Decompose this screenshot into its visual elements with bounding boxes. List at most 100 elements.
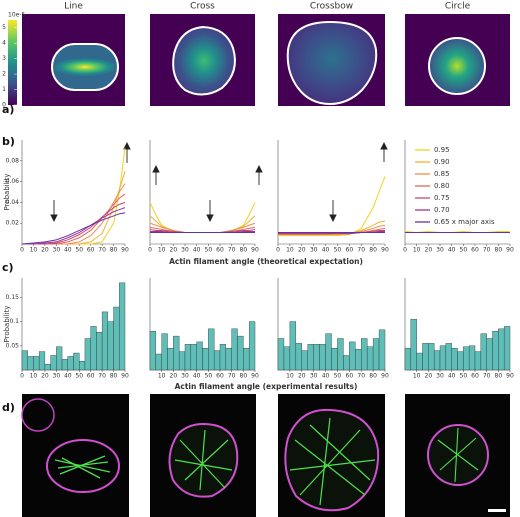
x-tick-label: 90 (121, 373, 129, 380)
x-tick-label: 90 (506, 373, 514, 380)
bar (119, 282, 126, 371)
x-tick-label: 30 (53, 373, 61, 380)
bar (243, 348, 250, 371)
x-tick-label: 20 (41, 373, 49, 380)
y-tick-label: 0.15 (6, 294, 20, 301)
x-tick-label: 60 (216, 373, 224, 380)
x-tick-label: 50 (334, 247, 342, 254)
bar (498, 328, 505, 371)
bar (433, 350, 441, 371)
axis (277, 140, 385, 245)
x-tick-label: 40 (64, 247, 72, 254)
colorbar-tick-label: 2 (2, 71, 6, 78)
bar (50, 355, 57, 371)
x-tick-label: 40 (448, 373, 456, 380)
bar (155, 353, 162, 371)
bar (44, 363, 51, 371)
bar (96, 332, 103, 371)
bar (56, 346, 63, 371)
bar (343, 355, 350, 371)
x-tick-label: 90 (381, 373, 389, 380)
y-tick-label: 0.02 (6, 220, 20, 227)
x-tick-label: 10 (286, 247, 294, 254)
colorbar-tick-label: 4 (2, 40, 6, 47)
x-tick-label: 10 (413, 373, 421, 380)
panel-label: c) (2, 261, 14, 274)
x-tick-label: 90 (381, 247, 389, 254)
bar (463, 346, 470, 371)
colorbar-tick-label: 1 (2, 86, 6, 93)
legend-label: 0.85 (434, 170, 450, 178)
bar (101, 311, 109, 371)
panel-label: b) (2, 135, 15, 148)
x-tick-label: 10 (30, 373, 38, 380)
bar (422, 343, 429, 371)
bar (208, 328, 215, 371)
bar (474, 351, 482, 371)
legend-label: 0.75 (434, 194, 450, 202)
bar (33, 356, 40, 371)
x-tick-label: 70 (228, 247, 236, 254)
x-tick-label: 20 (170, 373, 178, 380)
axis (21, 140, 125, 245)
colorbar-tick-label: 5 (2, 24, 6, 31)
x-tick-label: 30 (310, 247, 318, 254)
series-line (22, 148, 126, 245)
bar (219, 344, 227, 371)
series-line (278, 176, 386, 237)
bar (451, 348, 458, 371)
bar (349, 341, 356, 371)
bar (149, 331, 157, 371)
x-tick-label: 60 (471, 373, 479, 380)
micrographs (21, 394, 510, 517)
bar (161, 333, 168, 371)
x-tick-label: 70 (483, 373, 491, 380)
x-tick-label: 20 (41, 247, 49, 254)
series-line (21, 212, 126, 245)
bar (283, 346, 291, 371)
bar (457, 351, 464, 371)
bar (492, 331, 499, 371)
x-tick-label: 90 (121, 247, 129, 254)
x-tick-label: 60 (471, 247, 479, 254)
x-tick-label: 70 (357, 247, 365, 254)
x-tick-label: 10 (158, 373, 166, 380)
bar (231, 328, 238, 371)
bar (325, 333, 332, 371)
x-tick-label: 40 (322, 247, 330, 254)
x-tick-label: 0 (403, 247, 407, 254)
legend-label: 0.65 x major axis (434, 218, 495, 226)
bar (307, 344, 314, 371)
x-tick-label: 0 (20, 373, 24, 380)
x-tick-label: 40 (193, 373, 201, 380)
x-tick-label: 80 (240, 247, 248, 254)
bar (61, 359, 68, 371)
series-line (404, 231, 510, 234)
x-axis-label: Actin filament angle (theoretical expect… (169, 257, 363, 266)
legend-label: 0.80 (434, 182, 450, 190)
bar (113, 306, 120, 371)
x-tick-label: 50 (75, 373, 83, 380)
bar (167, 348, 174, 371)
x-tick-label: 50 (460, 373, 468, 380)
x-tick-label: 90 (251, 247, 259, 254)
bar (319, 344, 326, 371)
bar (428, 343, 435, 371)
heatmap-title: Circle (445, 2, 471, 12)
x-tick-label: 30 (53, 247, 61, 254)
x-tick-label: 30 (310, 373, 318, 380)
bar (486, 338, 493, 371)
bar (107, 321, 114, 371)
x-tick-label: 30 (436, 247, 444, 254)
x-tick-label: 80 (369, 373, 377, 380)
y-tick-label: 0.08 (6, 157, 20, 164)
bar (372, 338, 380, 371)
colorbar (8, 20, 17, 105)
bar (404, 348, 412, 371)
bar (301, 350, 308, 371)
x-tick-label: 30 (181, 373, 189, 380)
bar (361, 338, 368, 371)
legend-label: 0.90 (434, 158, 450, 166)
x-tick-label: 60 (216, 247, 224, 254)
panel-label: a) (2, 103, 14, 116)
